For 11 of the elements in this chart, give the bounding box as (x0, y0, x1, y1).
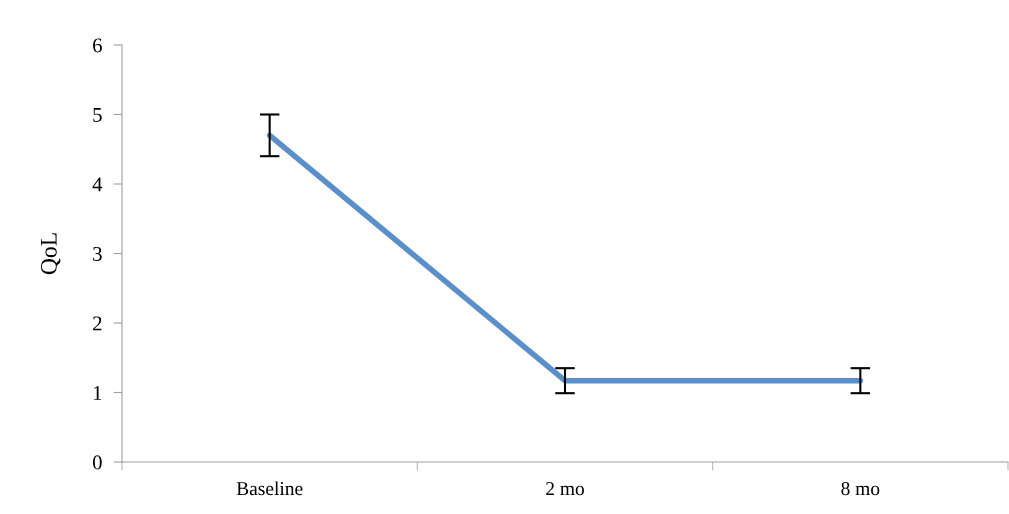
y-tick-label: 6 (93, 38, 102, 53)
x-tick-label: 8 mo (841, 482, 880, 496)
y-axis-title: QoL (40, 233, 61, 275)
y-tick-label: 3 (93, 246, 102, 261)
y-tick-label: 5 (93, 108, 102, 122)
x-tick-label: 2 mo (546, 482, 584, 496)
y-tick-label: 0 (92, 455, 102, 470)
y-tick-label: 4 (92, 177, 103, 192)
y-tick-label: 2 (93, 316, 102, 331)
x-tick-label: Baseline (236, 481, 303, 496)
y-tick-label: 1 (93, 385, 102, 400)
